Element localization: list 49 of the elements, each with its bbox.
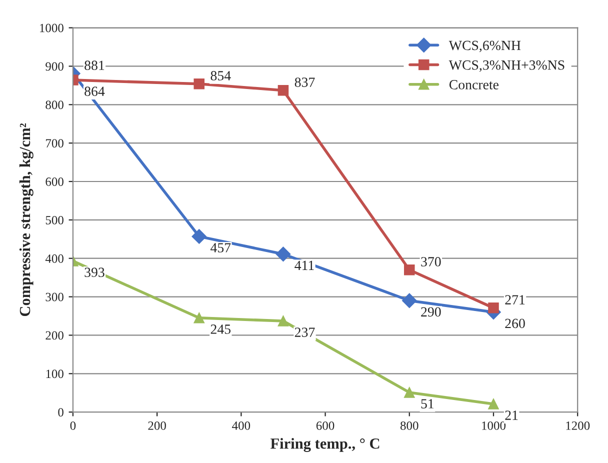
x-tick-label: 1000 <box>482 421 506 430</box>
data-label: 51 <box>421 399 434 408</box>
y-axis-title: Compressive strength, kg/cm² <box>19 123 34 316</box>
y-tick-label: 500 <box>46 216 64 224</box>
point <box>276 246 291 262</box>
data-label: 21 <box>505 410 518 420</box>
point <box>488 398 499 410</box>
data-label: 237 <box>294 328 315 337</box>
point <box>278 316 289 326</box>
x-tick-label: 800 <box>400 421 418 430</box>
legend-label: WCS,6%NH <box>448 40 521 52</box>
y-tick-label: 400 <box>45 254 64 263</box>
data-label: 854 <box>210 71 231 80</box>
point <box>192 229 207 244</box>
x-tick-label: 0 <box>70 421 76 430</box>
x-tick-label: 200 <box>148 421 166 430</box>
data-label: 370 <box>421 257 441 266</box>
x-tick-label: 400 <box>232 421 250 430</box>
data-label: 245 <box>210 324 231 334</box>
y-tick-label: 100 <box>46 370 64 378</box>
data-label: 271 <box>505 295 525 304</box>
x-axis-title: Firing temp., ° C <box>270 438 380 452</box>
legend-label: WCS,3%NH+3%NS <box>448 60 564 72</box>
data-label: 260 <box>505 318 525 328</box>
x-tick-label: 1200 <box>566 421 590 430</box>
y-tick-label: 600 <box>46 178 64 186</box>
point <box>278 85 289 96</box>
point <box>404 264 415 276</box>
data-label: 881 <box>84 60 104 70</box>
data-label: 457 <box>210 243 231 252</box>
point <box>194 78 204 90</box>
data-label: 864 <box>84 86 105 96</box>
point <box>488 302 499 314</box>
y-tick-label: 1000 <box>40 24 64 32</box>
data-label: 411 <box>294 260 314 270</box>
data-label: 290 <box>421 307 441 317</box>
point <box>404 387 415 398</box>
legend-label: Concrete <box>449 80 499 90</box>
y-tick-label: 200 <box>46 331 64 340</box>
data-label: 393 <box>84 268 104 278</box>
point <box>194 312 204 324</box>
data-label: 837 <box>294 78 315 87</box>
y-tick-label: 300 <box>46 292 64 302</box>
y-tick-label: 0 <box>58 408 64 417</box>
y-tick-label: 800 <box>46 100 64 110</box>
x-tick-label: 600 <box>316 421 334 430</box>
y-tick-label: 900 <box>46 62 64 71</box>
y-tick-label: 700 <box>46 139 64 148</box>
point <box>402 293 417 308</box>
